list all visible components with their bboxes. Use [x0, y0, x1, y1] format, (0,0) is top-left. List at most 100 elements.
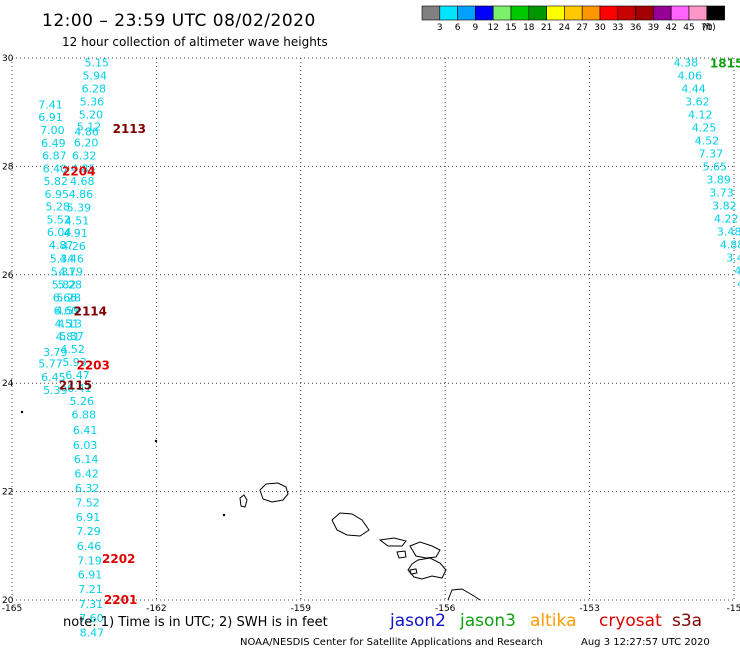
island-kahoolawe	[409, 568, 418, 575]
wave-height-label: 5.26	[70, 395, 95, 408]
pass-time-label: 2204	[62, 164, 95, 178]
wave-height-values: 7.416.917.006.496.876.405.826.955.285.52…	[38, 56, 740, 639]
wave-height-label: 6.46	[77, 540, 102, 553]
wave-height-label: 5.39	[43, 384, 68, 397]
footer-note: note: 1) Time is in UTC; 2) SWH is in fe…	[63, 615, 328, 630]
wave-height-label: 3.89	[706, 173, 731, 186]
pass-time-labels: 21132204211422032115220222011815181	[59, 56, 740, 607]
islet-marker	[154, 439, 158, 443]
wave-height-label: 6.88	[71, 409, 96, 422]
colorbar-swatch	[510, 5, 530, 21]
colorbar-label: 24	[559, 23, 571, 33]
wave-height-label: 4.22	[714, 212, 739, 225]
wave-height-label: 6.49	[41, 137, 66, 150]
wave-height-label: 5.15	[84, 56, 109, 69]
wave-height-label: 5.94	[83, 69, 108, 82]
wave-height-label: 6.60	[54, 305, 79, 318]
colorbar-label: 6	[455, 23, 461, 33]
colorbar-swatch	[653, 5, 672, 21]
island-maui	[409, 541, 441, 559]
wave-height-label: 6.20	[74, 137, 99, 150]
legend-jason2: jason2	[389, 611, 446, 631]
x-tick-label: -162	[146, 604, 166, 614]
wave-height-label: 5.39	[67, 202, 92, 215]
wave-height-label: 4.38	[674, 56, 699, 69]
wave-height-label: 4.51	[55, 318, 80, 331]
wave-height-label: 3.82	[712, 199, 737, 212]
wave-height-label: 4.13	[58, 318, 83, 331]
colorbar-swatch	[564, 5, 583, 21]
colorbar-label: 27	[576, 23, 587, 33]
wave-height-label: 4.52	[60, 343, 85, 356]
wave-height-label: 3.62	[685, 95, 710, 108]
wave-height-label: 8.47	[80, 627, 105, 640]
colorbar-label: 70	[701, 23, 713, 33]
axis-tick-labels: -165 -162 -159 -156 -153 -15 20 22 24 26 28 30	[2, 54, 740, 614]
wave-height-label: 6.42	[74, 468, 99, 481]
wave-height-label: 4.85	[71, 163, 96, 176]
island-hawaii	[407, 557, 447, 580]
wave-height-label: 6.04	[47, 226, 72, 239]
wave-height-label: 6.40	[43, 163, 68, 176]
coast-bottom-edge	[447, 588, 481, 601]
legend-jason3: jason3	[459, 611, 516, 631]
colorbar: 3 6 9 12 15 18 21 24 27 30 33 36 39 42 45 70(ft)	[421, 5, 725, 33]
pass-time-label: 2201	[104, 593, 137, 607]
wave-height-label: 5.31	[51, 266, 76, 279]
colorbar-swatch	[706, 5, 725, 21]
wave-height-label: 6.47	[65, 369, 90, 382]
colorbar-label: 30	[594, 23, 606, 33]
wave-height-label: 7.21	[78, 583, 103, 596]
satellite-legend: jason2 jason3 altika cryosat s3a	[389, 611, 702, 631]
wave-height-label: 5.12	[77, 120, 102, 133]
wave-height-label: 3.73	[709, 186, 734, 199]
colorbar-swatch	[546, 5, 565, 21]
colorbar-label: 33	[612, 23, 623, 33]
y-tick-label: 30	[2, 54, 14, 64]
legend-altika: altika	[530, 611, 577, 631]
wave-height-label: 4.51	[65, 215, 90, 228]
colorbar-swatch	[635, 5, 654, 21]
island-oahu	[331, 512, 370, 537]
grid-lines	[11, 57, 735, 601]
wave-height-label: 6.95	[45, 188, 70, 201]
colorbar-swatch	[528, 5, 547, 21]
wave-height-label: 6.28	[82, 82, 107, 95]
y-tick-label: 20	[2, 596, 14, 606]
wave-height-label: 5.28	[45, 201, 70, 214]
wave-height-label: 6.32	[72, 150, 97, 163]
colorbar-unit: (ft)	[702, 23, 716, 33]
colorbar-label: 3	[437, 23, 443, 33]
wave-height-label: 3.48	[717, 225, 740, 238]
wave-height-label: 4.91	[63, 227, 88, 240]
wave-height-label: 4.88	[720, 238, 740, 251]
pass-time-label: 2114	[74, 305, 107, 319]
wave-height-label: 6.03	[73, 439, 98, 452]
footer-credit: NOAA/NESDIS Center for Satellite Applica…	[240, 637, 543, 648]
wave-height-label: 7.29	[76, 525, 101, 538]
colorbar-label: 42	[665, 23, 676, 33]
islet-marker	[20, 410, 24, 414]
wave-height-label: 6.87	[42, 150, 67, 163]
wave-height-label: 6.14	[74, 453, 99, 466]
colorbar-label: 18	[523, 23, 535, 33]
footer-timestamp: Aug 3 12:27:57 UTC 2020	[581, 637, 710, 648]
legend-cryosat: cryosat	[599, 611, 662, 631]
hawaii-coastline	[20, 410, 481, 601]
x-tick-label: -15	[727, 604, 740, 614]
wave-height-label: 4.87	[49, 239, 74, 252]
wave-height-label: 5.93	[62, 356, 87, 369]
colorbar-label: 15	[505, 23, 516, 33]
colorbar-label: 45	[683, 23, 694, 33]
colorbar-swatch	[581, 5, 601, 21]
wave-height-label: 6.32	[75, 482, 100, 495]
wave-height-label: 4.06	[677, 69, 702, 82]
wave-height-label: 7.19	[77, 554, 102, 567]
wave-height-label: 4.52	[695, 134, 720, 147]
wave-height-label: 4.25	[692, 121, 717, 134]
island-molokai	[378, 537, 407, 547]
y-tick-label: 24	[2, 379, 14, 389]
wave-height-label: 4.26	[61, 240, 86, 253]
colorbar-swatch	[599, 5, 619, 21]
